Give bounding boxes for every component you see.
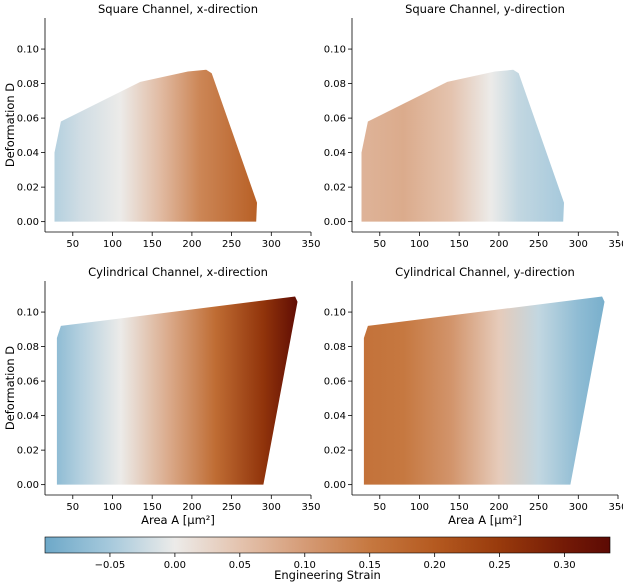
y-tick-label: 0.04	[17, 411, 39, 422]
panel-1: 50 100 150 200 250 300 350 0.00 0.02 0.04 0.06 0.08…	[3, 2, 321, 250]
colorbar-tick-label: 0.05	[229, 560, 251, 571]
x-tick-label: 250	[222, 239, 241, 250]
y-tick-label: 0.06	[324, 377, 346, 388]
strain-region	[361, 69, 564, 222]
colorbar-tick-label: 0.20	[424, 560, 446, 571]
colorbar-tick-label: 0.25	[488, 560, 510, 571]
y-tick-label: 0.08	[324, 342, 346, 353]
panels: 50 100 150 200 250 300 350 0.00 0.02 0.04 0.06 0.08…	[3, 2, 623, 527]
panel-title: Square Channel, x-direction	[98, 2, 258, 16]
x-axis-label: Area A [µm²]	[141, 513, 215, 527]
x-tick-label: 100	[103, 239, 122, 250]
y-tick-label: 0.04	[324, 411, 346, 422]
y-tick-label: 0.06	[17, 377, 39, 388]
x-tick-label: 350	[301, 502, 320, 513]
y-axis-label: Deformation D	[3, 83, 17, 167]
panel-2: 50 100 150 200 250 300 350 0.00 0.02 0.04 0.06 0.08…	[324, 2, 623, 250]
colorbar-tick-label: 0.00	[164, 560, 186, 571]
y-tick-label: 0.10	[17, 45, 39, 56]
colorbar-tick-label: 0.30	[553, 560, 575, 571]
x-tick-label: 100	[103, 502, 122, 513]
y-tick-label: 0.06	[324, 114, 346, 125]
x-tick-label: 300	[569, 239, 588, 250]
colorbar-tick-label: 0.10	[294, 560, 316, 571]
y-tick-label: 0.02	[324, 183, 346, 194]
y-tick-label: 0.08	[17, 79, 39, 90]
x-tick-label: 200	[489, 502, 508, 513]
strain-region	[363, 296, 605, 485]
x-tick-label: 150	[143, 239, 162, 250]
colorbar-gradient	[44, 536, 611, 554]
colorbar: −0.05 0.00 0.05 0.10 0.15 0.20 0.25 0.30 Enginee…	[44, 536, 611, 582]
x-tick-label: 350	[301, 239, 320, 250]
x-tick-label: 250	[222, 502, 241, 513]
x-tick-label: 100	[410, 239, 429, 250]
x-tick-label: 150	[143, 502, 162, 513]
panel-title: Square Channel, y-direction	[405, 2, 565, 16]
x-tick-label: 200	[182, 502, 201, 513]
strain-region	[56, 296, 298, 485]
x-tick-label: 150	[450, 502, 469, 513]
x-tick-label: 100	[410, 502, 429, 513]
y-tick-label: 0.10	[324, 45, 346, 56]
panel-4: 50 100 150 200 250 300 350 0.00 0.02 0.04 0.06 0.08…	[324, 265, 623, 527]
y-tick-label: 0.06	[17, 114, 39, 125]
y-tick-label: 0.08	[17, 342, 39, 353]
y-tick-label: 0.00	[17, 217, 39, 228]
x-axis-label: Area A [µm²]	[448, 513, 522, 527]
y-tick-label: 0.02	[17, 446, 39, 457]
x-tick-label: 150	[450, 239, 469, 250]
panel-title: Cylindrical Channel, x-direction	[88, 265, 268, 279]
y-tick-label: 0.02	[324, 446, 346, 457]
x-tick-label: 50	[66, 502, 79, 513]
y-tick-label: 0.04	[17, 148, 39, 159]
x-tick-label: 300	[569, 502, 588, 513]
x-tick-label: 350	[608, 239, 623, 250]
x-tick-label: 50	[373, 239, 386, 250]
y-tick-label: 0.10	[324, 308, 346, 319]
x-tick-label: 350	[608, 502, 623, 513]
panel-title: Cylindrical Channel, y-direction	[395, 265, 575, 279]
y-tick-label: 0.00	[324, 480, 346, 491]
x-tick-label: 300	[262, 239, 281, 250]
y-tick-label: 0.00	[17, 480, 39, 491]
colorbar-tick-label: −0.05	[95, 560, 126, 571]
y-tick-label: 0.08	[324, 79, 346, 90]
x-tick-label: 300	[262, 502, 281, 513]
panel-3: 50 100 150 200 250 300 350 0.00 0.02 0.04 0.06 0.08…	[3, 265, 321, 527]
y-tick-label: 0.02	[17, 183, 39, 194]
x-tick-label: 50	[373, 502, 386, 513]
x-tick-label: 250	[529, 502, 548, 513]
y-axis-label: Deformation D	[3, 346, 17, 430]
x-tick-label: 250	[529, 239, 548, 250]
y-tick-label: 0.10	[17, 308, 39, 319]
colorbar-tick-label: 0.15	[359, 560, 381, 571]
y-tick-label: 0.00	[324, 217, 346, 228]
colorbar-label: Engineering Strain	[274, 568, 381, 582]
strain-region	[54, 69, 257, 222]
x-tick-label: 50	[66, 239, 79, 250]
x-tick-label: 200	[489, 239, 508, 250]
y-tick-label: 0.04	[324, 148, 346, 159]
x-tick-label: 200	[182, 239, 201, 250]
